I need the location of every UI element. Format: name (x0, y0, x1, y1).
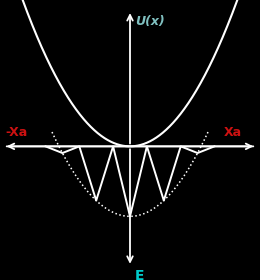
Text: -Xa: -Xa (5, 126, 28, 139)
Text: U(x): U(x) (135, 15, 165, 28)
Text: E: E (134, 269, 144, 280)
Text: Xa: Xa (224, 126, 242, 139)
